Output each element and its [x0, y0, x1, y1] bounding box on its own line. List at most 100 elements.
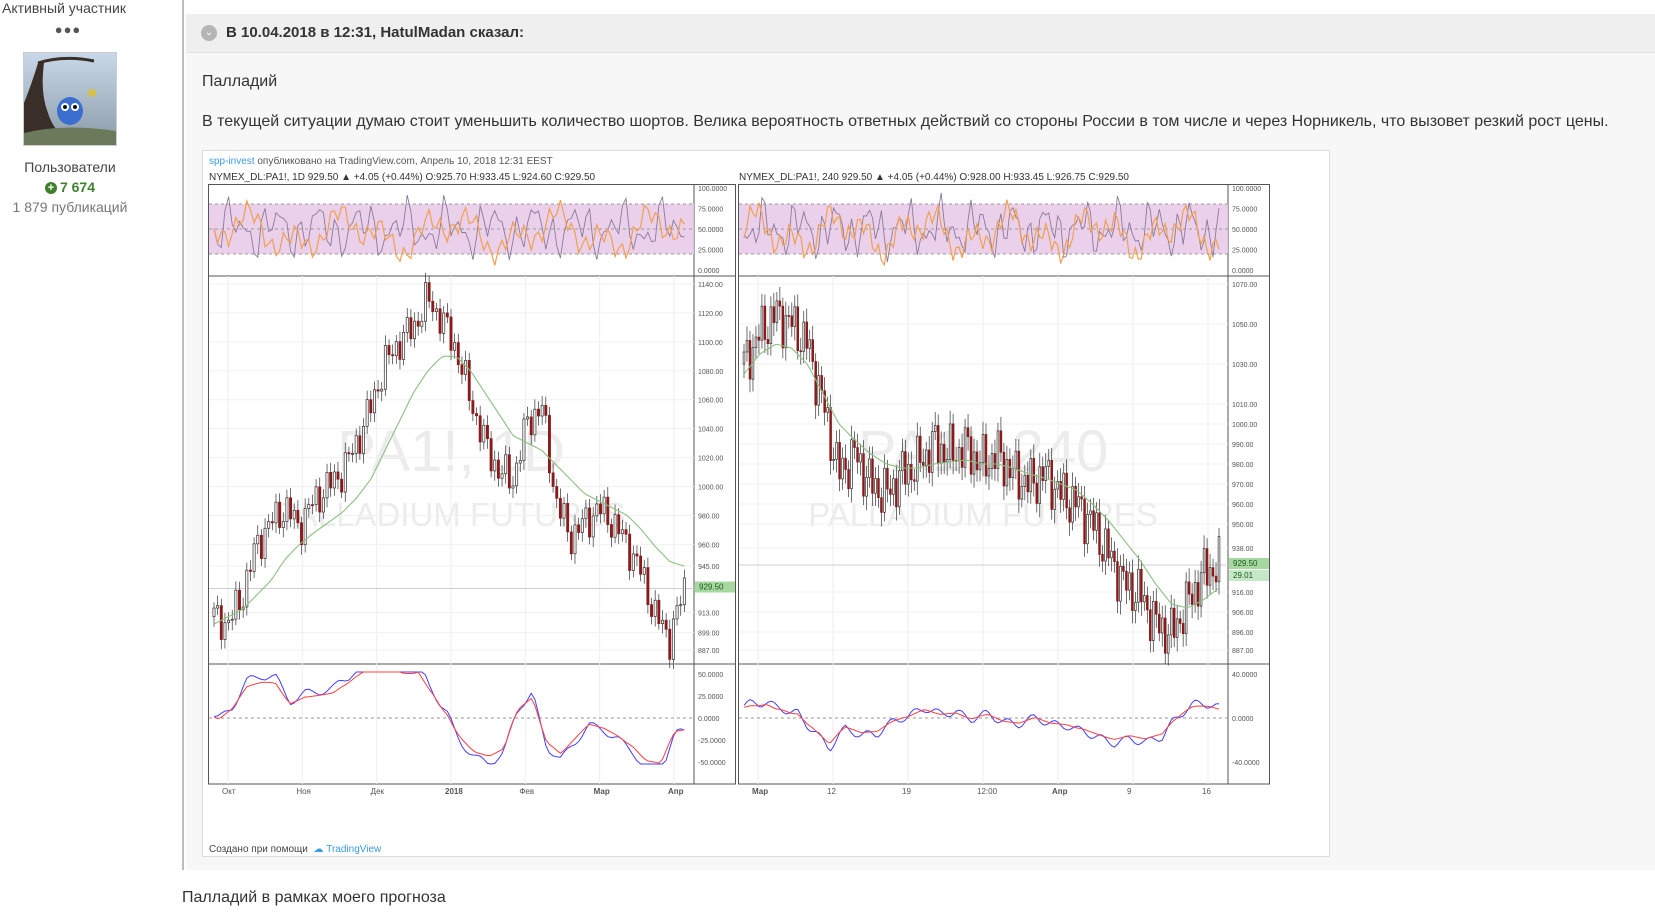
- candle-body: [892, 478, 895, 495]
- candle-body: [1038, 466, 1042, 504]
- candle-body: [1178, 618, 1182, 624]
- candle-body: [993, 453, 997, 469]
- candle-body: [796, 306, 800, 352]
- price-tick-label: 1140.00: [698, 282, 723, 289]
- candle-body: [402, 332, 406, 360]
- chevron-down-icon[interactable]: ⌄: [201, 25, 217, 41]
- candle-body: [757, 336, 761, 341]
- price-tick-label: 1120.00: [698, 311, 723, 318]
- price-tick-label: 887.00: [1232, 648, 1254, 655]
- candle-body: [1053, 488, 1056, 510]
- x-tick-label: Фев: [519, 787, 534, 796]
- price-tick-label: 887.00: [698, 648, 720, 655]
- candle-body: [901, 451, 904, 472]
- x-tick-label: 16: [1202, 787, 1211, 796]
- watermark-symbol: PA1!, 1D: [337, 419, 565, 484]
- candle-body: [811, 339, 814, 362]
- candle-body: [978, 462, 982, 471]
- candle-body: [569, 531, 573, 555]
- candle-body: [409, 317, 413, 340]
- candle-body: [285, 497, 289, 522]
- price-tick-label: 960.00: [1232, 502, 1254, 509]
- candle-body: [267, 521, 271, 529]
- x-tick-label: 12: [827, 787, 836, 796]
- candle-body: [1113, 550, 1116, 562]
- price-tick-label: 1060.00: [698, 398, 723, 405]
- candle-body: [668, 628, 672, 660]
- tradingview-link[interactable]: TradingView: [326, 844, 382, 855]
- candle-body: [790, 315, 794, 327]
- macd-tick-label: 0.0000: [1232, 716, 1254, 723]
- candle-body: [376, 389, 380, 392]
- tradingview-logo-icon: ☁: [313, 844, 324, 855]
- candle-body: [1101, 554, 1104, 562]
- candle-body: [835, 442, 838, 460]
- price-tick-label: 990.00: [1232, 442, 1254, 449]
- quote-block: ⌄ В 10.04.2018 в 12:31, HatulMadan сказа…: [186, 14, 1655, 870]
- made-with-label: Создано при помощи: [209, 844, 308, 855]
- candle-body: [981, 434, 985, 464]
- candle-body: [580, 518, 584, 533]
- candle-body: [329, 472, 333, 489]
- candle-body: [212, 607, 216, 618]
- avatar[interactable]: [23, 52, 117, 146]
- candle-body: [742, 351, 746, 365]
- price-tick-label: 896.00: [1232, 630, 1254, 637]
- candle-body: [1083, 498, 1086, 545]
- candle-body: [671, 618, 675, 660]
- candle-body: [518, 460, 522, 464]
- rsi-tick-label: 50.0000: [698, 227, 723, 234]
- candle-body: [838, 442, 841, 480]
- price-tick-label: 916.00: [1232, 590, 1254, 597]
- candle-body: [438, 308, 442, 334]
- candle-body: [358, 435, 362, 454]
- candle-body: [1026, 474, 1030, 493]
- candle-body: [653, 599, 657, 617]
- candle-body: [281, 521, 285, 528]
- candle-body: [844, 457, 847, 470]
- x-tick-label: Ноя: [296, 787, 311, 796]
- candle-body: [347, 452, 351, 455]
- candle-body: [826, 407, 829, 413]
- candle-body: [1193, 582, 1197, 605]
- publish-line: spp-invest опубликовано на TradingView.c…: [209, 156, 553, 167]
- candle-body: [595, 503, 599, 517]
- chart-legend-left: NYMEX_DL:PA1!, 1D 929.50 ▲ +4.05 (+0.44%…: [209, 172, 596, 183]
- user-rank: Активный участник: [2, 0, 126, 16]
- candle-body: [296, 509, 300, 524]
- candle-body: [907, 463, 910, 485]
- moving-average-line: [743, 343, 1220, 609]
- candle-body: [1161, 617, 1164, 634]
- publisher[interactable]: spp-invest: [209, 156, 255, 167]
- post-count[interactable]: 1 879 публикаций: [12, 199, 128, 215]
- candle-body: [321, 497, 325, 513]
- rsi-tick-label: 0.0000: [1232, 268, 1254, 275]
- candle-body: [475, 413, 478, 417]
- candle-body: [1158, 613, 1161, 634]
- candle-body: [957, 447, 961, 462]
- candle-body: [1202, 548, 1206, 574]
- candle-body: [963, 427, 967, 468]
- candle-body: [471, 400, 475, 414]
- candle-body: [507, 454, 511, 489]
- candle-body: [573, 524, 577, 555]
- avatar-image: [24, 53, 116, 145]
- candle-body: [511, 485, 515, 489]
- quote-header: ⌄ В 10.04.2018 в 12:31, HatulMadan сказа…: [186, 14, 1655, 53]
- candle-body: [1086, 514, 1089, 545]
- candle-body: [624, 529, 628, 535]
- candle-body: [754, 336, 758, 348]
- candle-body: [227, 619, 231, 624]
- candle-body: [1002, 451, 1006, 487]
- chart-frame: [738, 184, 1270, 785]
- candle-body: [555, 486, 559, 499]
- quote-citation[interactable]: В 10.04.2018 в 12:31, HatulMadan сказал:: [226, 24, 525, 41]
- rsi-tick-label: 75.0000: [698, 207, 723, 214]
- candle-body: [1071, 485, 1074, 523]
- candle-body: [933, 425, 937, 432]
- candle-body: [500, 473, 504, 479]
- candle-body: [1155, 600, 1158, 615]
- candle-body: [1005, 459, 1009, 487]
- chart-image[interactable]: spp-invest опубликовано на TradingView.c…: [202, 150, 1330, 857]
- candle-body: [544, 404, 548, 416]
